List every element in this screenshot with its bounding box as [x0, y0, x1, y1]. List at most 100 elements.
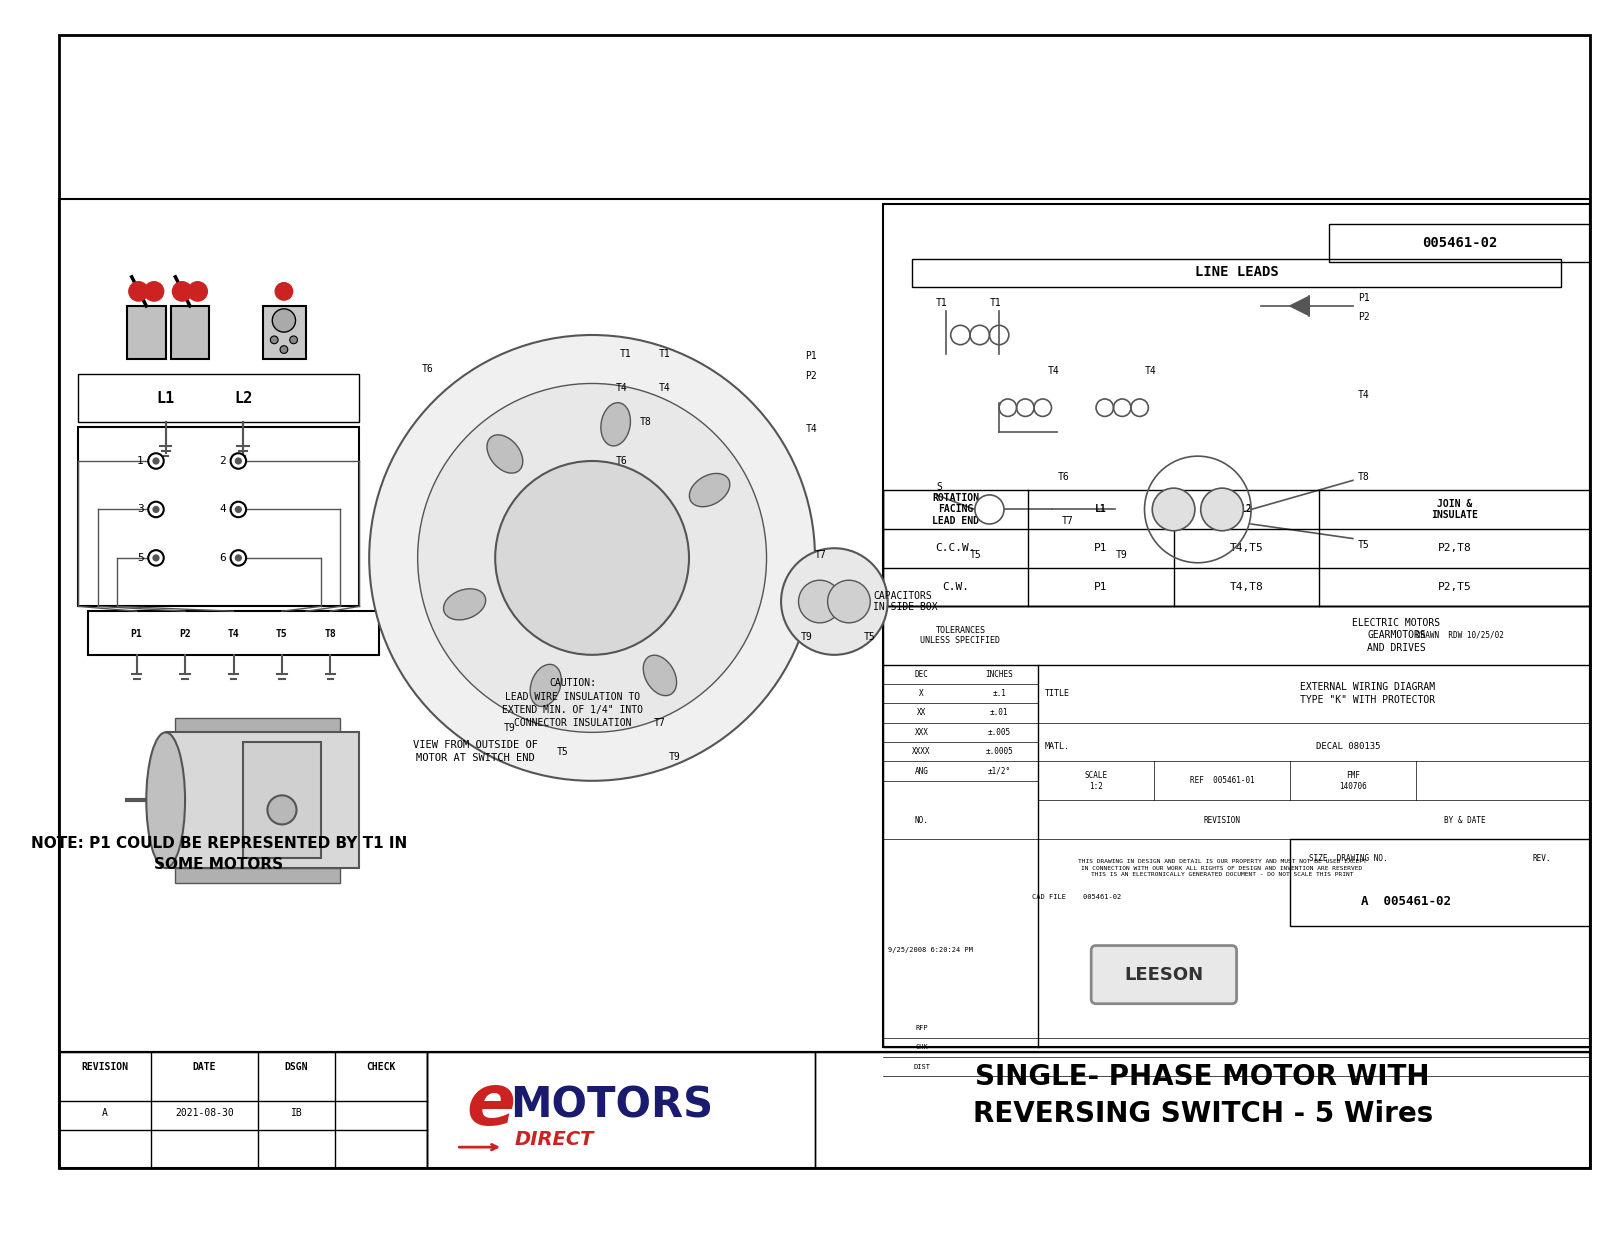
Text: 005461-02: 005461-02	[1422, 236, 1498, 250]
Text: BY & DATE: BY & DATE	[1443, 816, 1485, 826]
Text: T4: T4	[1358, 391, 1370, 400]
Text: T4: T4	[805, 424, 818, 434]
Text: T4: T4	[227, 629, 240, 639]
Bar	[59, 199, 1590, 1052]
Text: T1: T1	[659, 350, 670, 360]
Circle shape	[149, 550, 163, 566]
Text: ±.01: ±.01	[990, 708, 1008, 717]
Text: T1: T1	[621, 350, 632, 360]
Text: M: M	[987, 504, 992, 514]
Text: T9: T9	[800, 633, 813, 643]
Text: T5: T5	[970, 550, 982, 560]
Text: 5: 5	[138, 552, 144, 562]
Circle shape	[267, 795, 296, 824]
Text: T5: T5	[864, 633, 875, 643]
Circle shape	[275, 283, 293, 300]
Text: e: e	[466, 1070, 515, 1140]
Circle shape	[1152, 488, 1195, 530]
Circle shape	[149, 502, 163, 517]
Text: ±1/2°: ±1/2°	[987, 766, 1011, 776]
Text: DECAL 080135: DECAL 080135	[1315, 743, 1381, 751]
Text: T9: T9	[669, 751, 680, 761]
Ellipse shape	[443, 588, 486, 620]
Text: NOTE: P1 COULD BE REPRESENTED BY T1 IN
SOME MOTORS: NOTE: P1 COULD BE REPRESENTED BY T1 IN S…	[30, 836, 406, 871]
Text: TOLERANCES
UNLESS SPECIFIED: TOLERANCES UNLESS SPECIFIED	[920, 625, 1000, 645]
Circle shape	[235, 507, 242, 513]
Text: T4: T4	[1048, 366, 1059, 376]
Text: S: S	[936, 482, 942, 492]
Text: DIRECT: DIRECT	[515, 1130, 594, 1149]
Text: L2: L2	[234, 391, 253, 405]
Bar	[166, 733, 360, 868]
Bar	[883, 607, 1590, 1047]
Text: T5: T5	[557, 747, 570, 756]
Text: L1: L1	[1094, 504, 1107, 514]
Text: T4,T5: T4,T5	[1229, 543, 1262, 554]
Circle shape	[418, 383, 766, 733]
Text: INCHES: INCHES	[986, 670, 1013, 679]
Text: 2: 2	[219, 456, 226, 466]
Bar	[814, 1052, 1590, 1168]
Ellipse shape	[530, 664, 562, 707]
Text: P1: P1	[1094, 582, 1107, 592]
Text: CAUTION:
LEAD WIRE INSULATION TO
EXTEND MIN. OF 1/4" INTO
CONNECTOR INSULATION: CAUTION: LEAD WIRE INSULATION TO EXTEND …	[502, 679, 643, 728]
Circle shape	[280, 346, 288, 353]
Text: T8: T8	[1358, 472, 1370, 482]
Bar	[1328, 224, 1590, 262]
Text: SINGLE- PHASE MOTOR WITH
REVERSING SWITCH - 5 Wires: SINGLE- PHASE MOTOR WITH REVERSING SWITC…	[973, 1063, 1432, 1128]
Text: P2: P2	[1358, 313, 1370, 323]
Text: X: X	[920, 690, 923, 698]
Polygon shape	[1290, 297, 1309, 315]
Text: T6: T6	[421, 363, 434, 375]
Text: T9: T9	[504, 723, 515, 733]
Text: DSGN: DSGN	[285, 1062, 309, 1072]
Text: P2,T5: P2,T5	[1438, 582, 1472, 592]
Text: XX: XX	[917, 708, 926, 717]
Text: P1: P1	[805, 351, 818, 361]
FancyBboxPatch shape	[1091, 946, 1237, 1004]
Text: P2: P2	[179, 629, 190, 639]
Text: EXTERNAL WIRING DIAGRAM
TYPE "K" WITH PROTECTOR: EXTERNAL WIRING DIAGRAM TYPE "K" WITH PR…	[1299, 682, 1435, 705]
Bar	[883, 489, 1590, 607]
Ellipse shape	[690, 473, 730, 507]
Bar	[883, 204, 1590, 1047]
Text: CHK: CHK	[915, 1044, 928, 1051]
Text: T1: T1	[989, 298, 1002, 308]
Circle shape	[149, 454, 163, 468]
Bar	[78, 428, 360, 607]
Ellipse shape	[486, 435, 523, 473]
Circle shape	[187, 282, 208, 302]
Text: RFP: RFP	[915, 1025, 928, 1031]
Text: THIS DRAWING IN DESIGN AND DETAIL IS OUR PROPERTY AND MUST NOT BE USED EXCEPT
IN: THIS DRAWING IN DESIGN AND DETAIL IS OUR…	[1078, 859, 1366, 876]
Circle shape	[370, 335, 814, 781]
Text: T4,T8: T4,T8	[1229, 582, 1262, 592]
Text: XXX: XXX	[915, 728, 928, 737]
Text: T5: T5	[1358, 540, 1370, 550]
Circle shape	[154, 459, 158, 464]
Bar	[262, 307, 306, 360]
Text: T1: T1	[936, 298, 947, 308]
Text: JOIN &
INSULATE: JOIN & INSULATE	[1430, 498, 1478, 520]
Circle shape	[230, 502, 246, 517]
Text: 2021-08-30: 2021-08-30	[174, 1109, 234, 1119]
Bar	[126, 307, 166, 360]
Circle shape	[290, 336, 298, 344]
Ellipse shape	[602, 403, 630, 446]
Text: L1: L1	[157, 391, 174, 405]
Bar	[59, 1052, 427, 1168]
Text: P1: P1	[1358, 293, 1370, 303]
Text: T4: T4	[659, 383, 670, 393]
Circle shape	[154, 507, 158, 513]
Text: T4: T4	[616, 383, 627, 393]
Text: CHECK: CHECK	[366, 1062, 395, 1072]
Text: P2: P2	[805, 371, 818, 381]
Text: ±.005: ±.005	[987, 728, 1011, 737]
Text: T9: T9	[1115, 550, 1126, 560]
Ellipse shape	[643, 655, 677, 696]
Circle shape	[798, 580, 842, 623]
Bar	[243, 742, 320, 858]
Circle shape	[1200, 488, 1243, 530]
Text: P2,T8: P2,T8	[1438, 543, 1472, 554]
Text: FMF
140706: FMF 140706	[1339, 771, 1366, 791]
Text: DATE: DATE	[192, 1062, 216, 1072]
